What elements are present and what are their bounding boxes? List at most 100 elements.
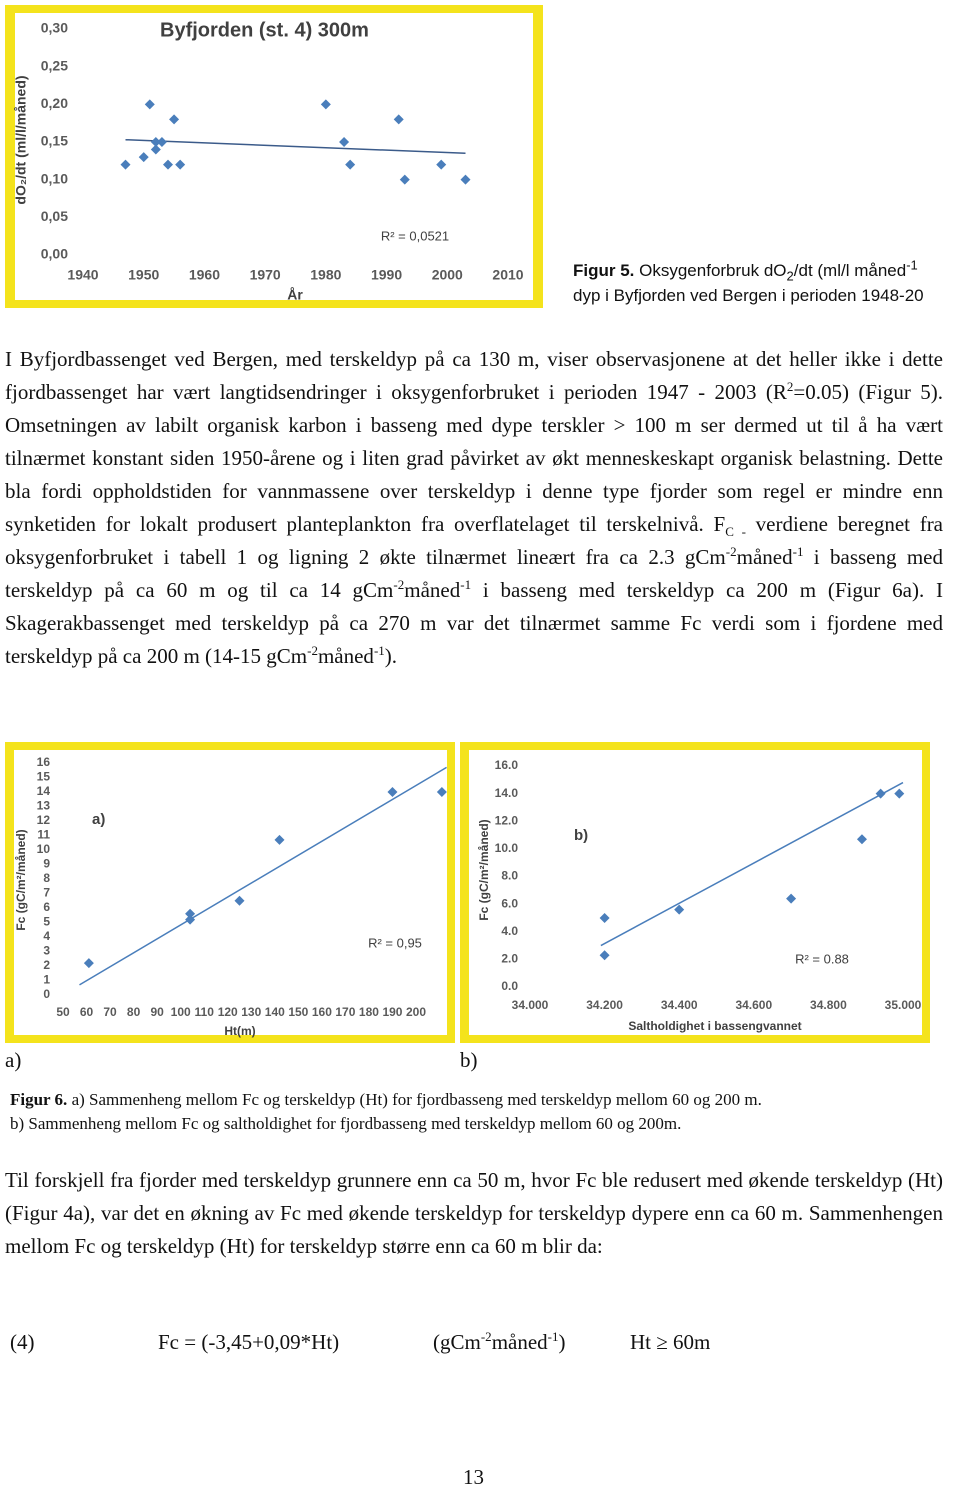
data-point [138,152,149,163]
y-tick-label: 12.0 [495,813,519,827]
sup: -1 [373,643,385,658]
text: (gCm [433,1330,481,1354]
x-tick-label: 1990 [371,267,402,283]
y-tick-label: 0,20 [41,95,68,111]
sup: -2 [480,1329,492,1344]
text: ) [558,1330,566,1354]
y-tick-label: 0 [43,987,50,1001]
equation-number: (4) [10,1330,35,1354]
paragraph: Til forskjell fra fjorder med terskeldyp… [5,1168,943,1258]
y-tick-label: 0,25 [41,57,68,73]
data-point [234,895,245,906]
figure6-caption: Figur 6. a) Sammenheng mellom Fc og ters… [10,1088,955,1136]
y-tick-label: 7 [43,886,50,900]
x-axis-title: Saltholdighet i bassengvannet [628,1019,801,1033]
data-point [274,834,285,845]
caption-label: Figur 5. [573,261,635,280]
y-tick-label: 15 [37,770,51,784]
caption-sub: 2 [786,268,794,284]
y-axis-title: Fc (gC/m²/måned) [477,819,491,920]
plot-background [15,13,533,300]
panel-label: b) [460,1048,478,1072]
text: ). [384,644,398,668]
text: i basseng med terskeldyp på ca 60 m og t… [5,545,944,602]
y-tick-label: 14.0 [495,786,519,800]
x-tick-label: 200 [406,1005,426,1019]
x-tick-label: 2010 [492,267,523,283]
x-tick-label: 60 [80,1005,94,1019]
panel-label: b) [574,827,588,844]
text: =0.05) (Figur 5). Omsetningen av labilt … [5,380,943,536]
data-point [387,787,398,797]
x-tick-label: 120 [218,1005,238,1019]
x-tick-label: 34.000 [512,998,549,1012]
x-tick-label: 2000 [432,267,463,283]
data-point [399,174,410,185]
data-point [83,958,94,969]
caption-line: dyp i Byfjorden ved Bergen i perioden 19… [573,286,924,305]
data-point [185,908,196,919]
text: måned [491,1330,548,1354]
annotation: R² = 0.88 [795,951,849,966]
figure5-caption: Figur 5. Oksygenforbruk dO2/dt (ml/l mån… [573,258,960,308]
text: i basseng med terskeldyp ca 200 m (Figur… [5,578,943,668]
equation-formula: Fc = (-3,45+0,09*Ht) [158,1330,340,1354]
data-point [875,788,886,799]
trendline [600,781,904,947]
x-tick-label: 130 [241,1005,261,1019]
data-point [786,893,797,904]
y-tick-label: 5 [43,915,50,929]
y-tick-label: 0,15 [41,133,68,149]
x-tick-label: 140 [265,1005,285,1019]
data-point [144,99,155,110]
sup: -2 [307,643,318,658]
chart: 0.0 2.0 4.0 6.0 8.0 10.0 12.0 14.0 16.0 34.000 34.… [460,742,930,1043]
y-tick-label: 10 [37,842,51,856]
y-tick-label: 16.0 [495,758,519,772]
x-tick-label: 100 [171,1005,191,1019]
y-tick-label: 6 [43,900,50,914]
x-tick-label: 34.400 [661,998,698,1012]
text: måned [404,578,461,602]
sup: -1 [460,577,472,592]
equation-condition: Ht ≥ 60m [630,1330,711,1354]
data-point [436,787,447,797]
y-tick-label: 0,00 [41,246,68,262]
y-tick-label: 0,10 [41,170,68,186]
y-axis-title: dO₂/dt (ml/l/måned) [13,75,29,204]
data-point [320,99,331,110]
data-point [345,159,356,170]
chart: 0,00 0,05 0,10 0,15 0,20 0,25 0,30 1940 1950 1960… [5,5,543,308]
chart-title: Byfjorden (st. 4) 300m [160,19,369,41]
data-point [156,137,167,147]
plot-background [14,750,447,1035]
data-point [599,912,610,923]
paragraph: I Byfjordbassenget ved Bergen, med tersk… [5,343,943,673]
caption-line: b) Sammenheng mellom Fc og saltholdighet… [10,1114,682,1133]
x-tick-label: 50 [56,1005,70,1019]
y-tick-label: 2 [43,958,50,972]
data-point [856,834,867,845]
x-axis-title: Ht(m) [224,1024,255,1038]
sup: -1 [547,1329,559,1344]
x-tick-label: 190 [382,1005,402,1019]
y-tick-label: 11 [37,828,50,842]
x-tick-label: 1950 [128,267,159,283]
data-point [894,788,905,799]
text: måned [317,644,374,668]
x-tick-label: 1970 [250,267,281,283]
data-point [163,159,173,170]
plot-background [469,750,922,1035]
sup: -2 [725,544,737,559]
trendline [125,138,466,155]
y-tick-label: 16 [37,755,51,769]
x-tick-label: 80 [127,1005,141,1019]
data-point [175,159,186,170]
data-point [185,914,196,925]
y-tick-label: 9 [43,857,50,871]
text: I Byfjordbassenget ved Bergen, med tersk… [5,347,943,404]
y-tick-label: 10.0 [495,841,519,855]
x-tick-label: 1960 [189,267,220,283]
